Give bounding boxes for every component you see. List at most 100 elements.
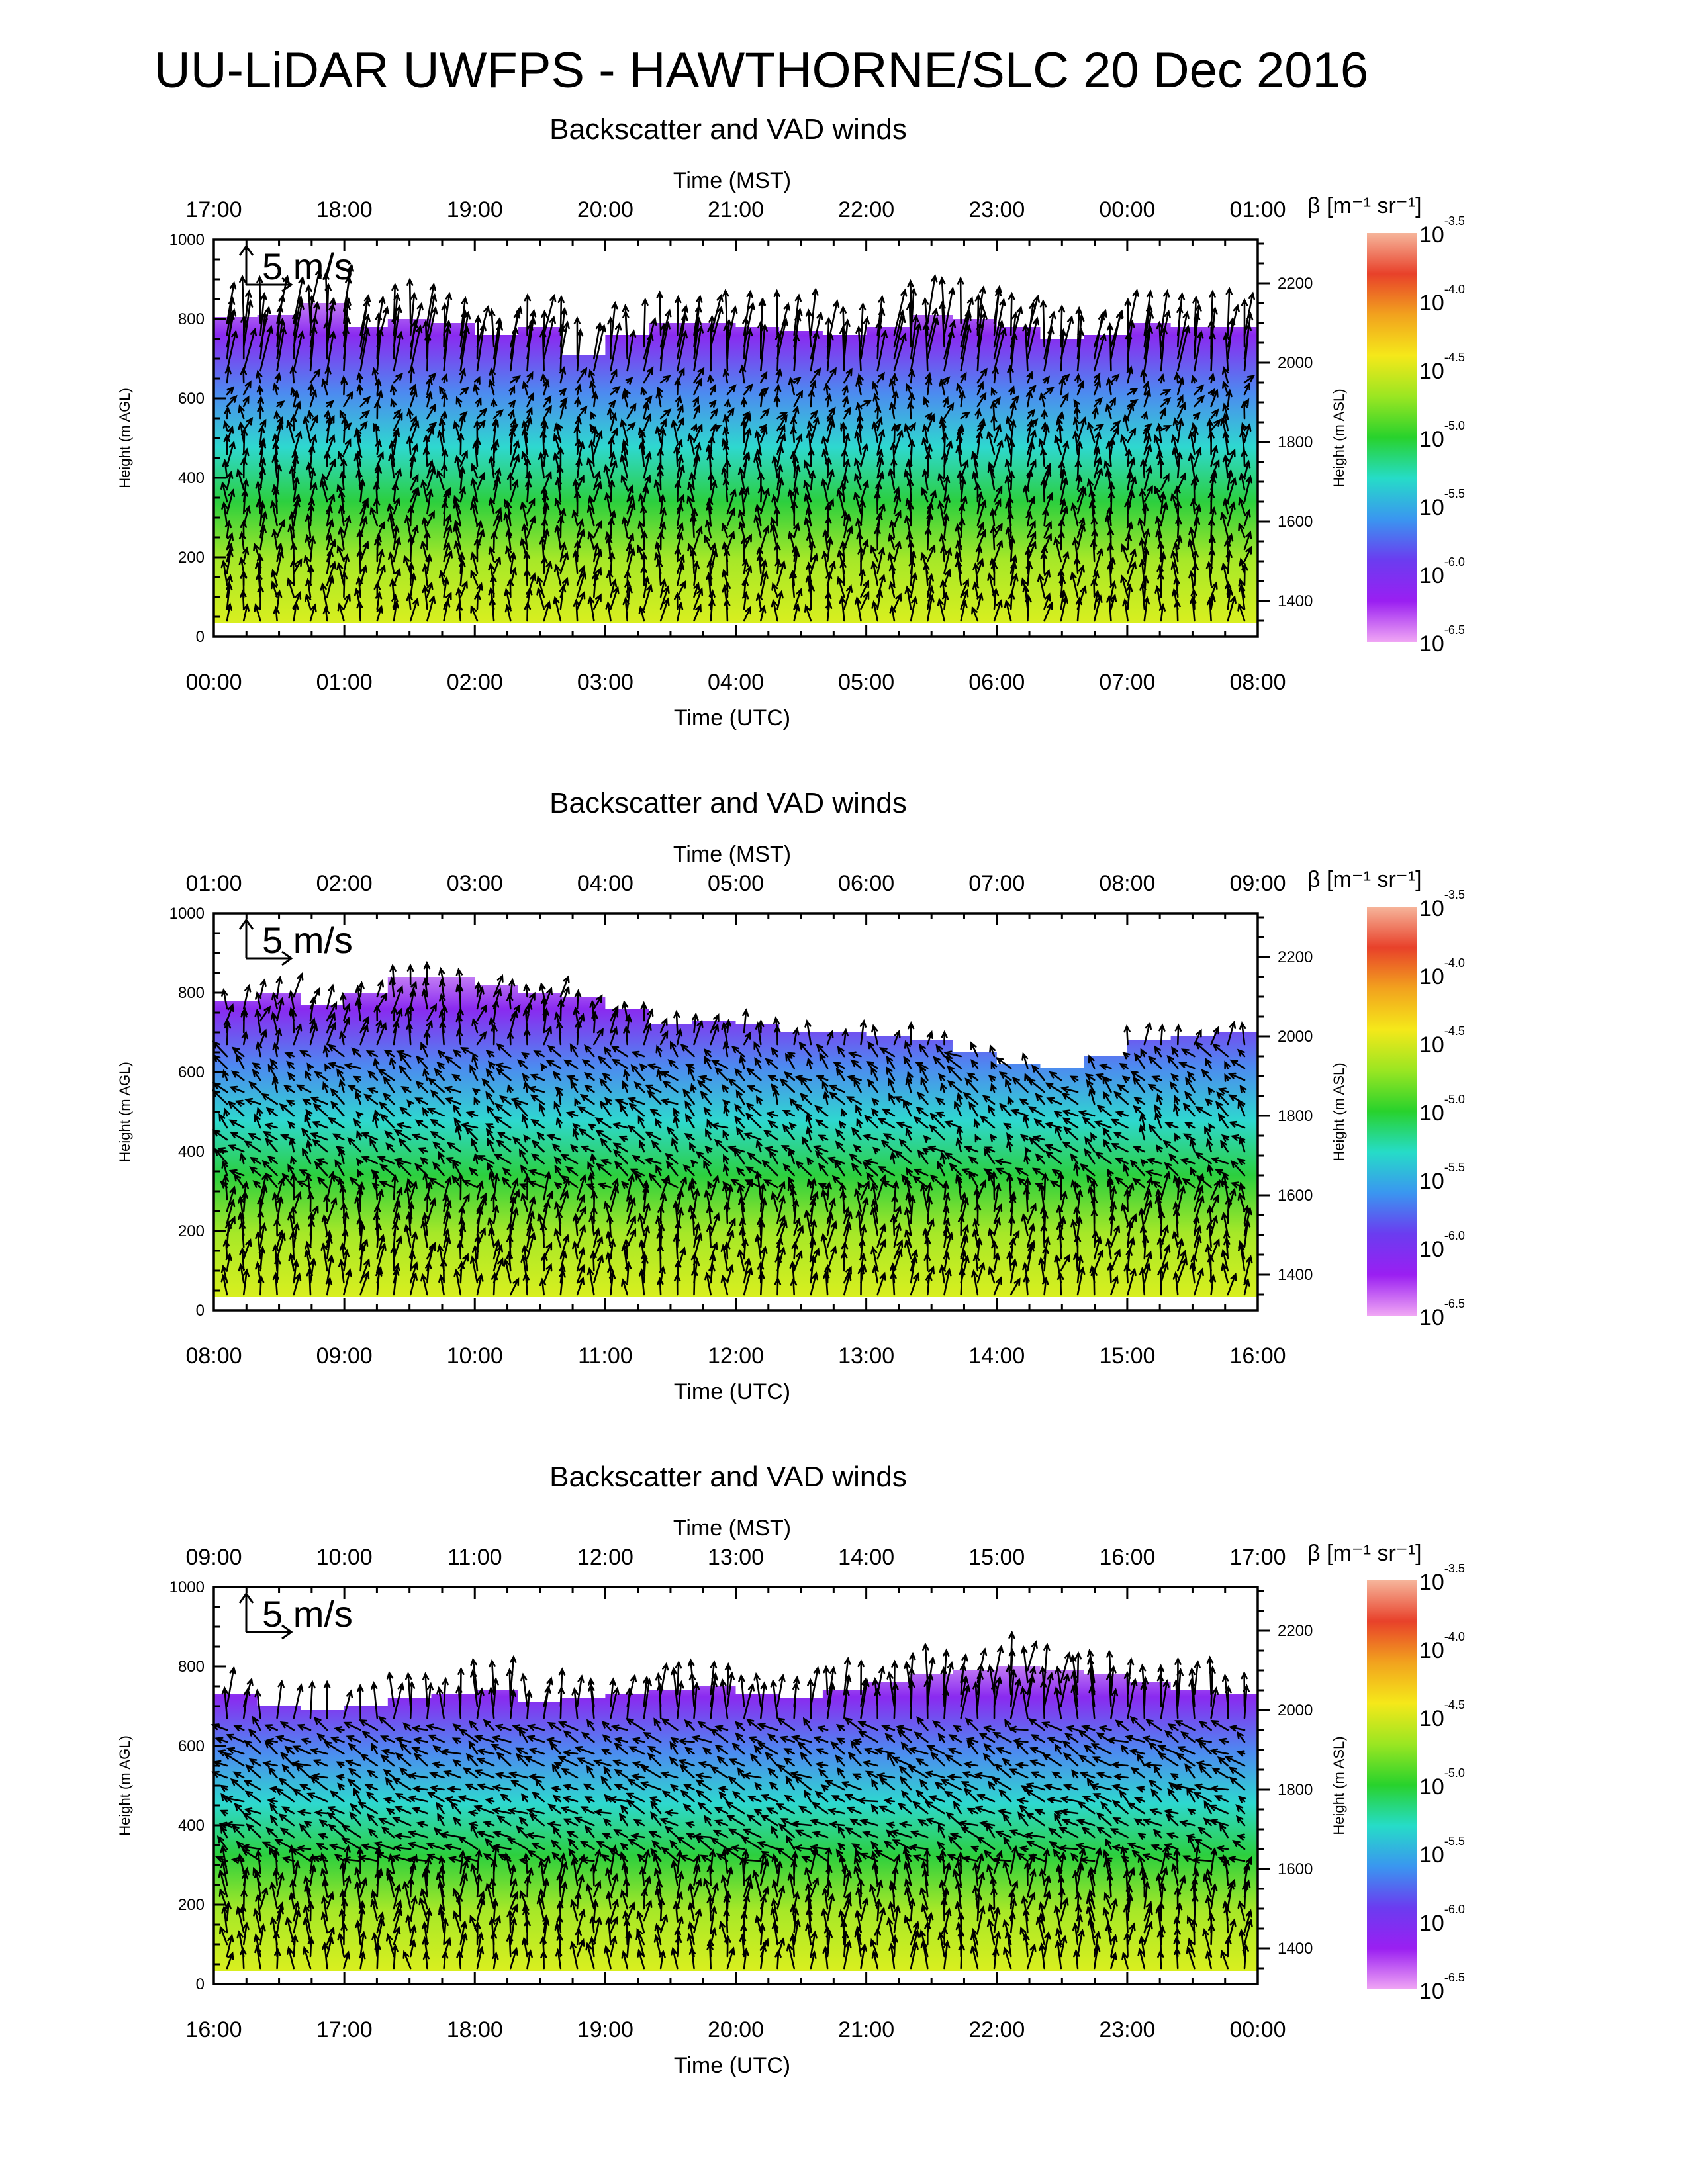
wind-arrow — [581, 1059, 595, 1069]
wind-arrow — [939, 276, 946, 324]
wind-arrow — [855, 518, 863, 539]
wind-arrow — [220, 1792, 228, 1803]
wind-arrow — [553, 1228, 562, 1248]
wind-arrow — [563, 1730, 579, 1743]
wind-arrow — [326, 1254, 334, 1284]
wind-arrow — [804, 1789, 812, 1803]
wind-arrow — [303, 1874, 312, 1898]
wind-arrow — [870, 1850, 878, 1874]
wind-arrow — [620, 1181, 629, 1189]
wind-arrow — [943, 494, 951, 515]
wind-arrow — [235, 1053, 245, 1069]
wind-arrow — [1227, 477, 1237, 503]
wind-arrow — [1119, 1790, 1129, 1803]
wind-arrow — [226, 532, 234, 551]
colorbar-tick-label: 10-5.0 — [1419, 419, 1465, 452]
wind-arrow — [943, 547, 953, 574]
wind-arrow — [1210, 1179, 1221, 1201]
y-right-tick-label: 2200 — [1278, 1622, 1313, 1640]
wind-arrow — [659, 1662, 669, 1696]
wind-arrow — [285, 1916, 295, 1946]
wind-arrow — [643, 1023, 652, 1046]
wind-arrow — [226, 330, 238, 372]
wind-arrow — [336, 561, 345, 586]
wind-arrow — [836, 488, 845, 515]
wind-arrow — [426, 306, 438, 348]
wind-arrow — [520, 1164, 528, 1177]
top-tick-label: 07:00 — [968, 871, 1025, 896]
wind-arrow — [1009, 1880, 1019, 1898]
wind-arrow — [407, 1841, 428, 1850]
wind-arrow — [589, 380, 596, 396]
y-right-tick-label: 2200 — [1278, 275, 1313, 293]
wind-arrow — [346, 1735, 361, 1743]
wind-arrow — [1062, 1784, 1079, 1791]
wind-arrow — [476, 1757, 495, 1767]
wind-arrow — [614, 1784, 628, 1791]
wind-arrow — [383, 1797, 395, 1804]
wind-arrow — [455, 1124, 462, 1141]
wind-arrow — [1127, 399, 1139, 408]
wind-arrow — [1060, 440, 1070, 467]
wind-arrow — [622, 1000, 629, 1022]
wind-arrow — [742, 411, 751, 420]
wind-arrow — [993, 1676, 1002, 1707]
wind-arrow — [1130, 1766, 1146, 1779]
colorbar-tick-label: 10-4.5 — [1419, 351, 1465, 384]
wind-arrow — [886, 1055, 896, 1069]
wind-arrow — [843, 584, 853, 610]
wind-arrow — [1043, 462, 1051, 479]
wind-arrow — [232, 1771, 245, 1779]
wind-arrow — [626, 1215, 636, 1236]
wind-arrow — [684, 1747, 695, 1755]
wind-arrow — [267, 1797, 278, 1805]
wind-arrow — [743, 1257, 751, 1284]
wind-arrow — [647, 1063, 662, 1070]
wind-arrow — [1120, 1744, 1129, 1755]
wind-arrow — [1191, 375, 1198, 384]
wind-arrow — [284, 1745, 295, 1755]
top-tick-label: 15:00 — [968, 1545, 1025, 1570]
wind-arrow — [553, 433, 562, 455]
wind-arrow — [369, 1137, 379, 1153]
wind-arrow — [1024, 1789, 1045, 1803]
wind-arrow — [1241, 422, 1248, 432]
wind-arrow — [496, 1068, 512, 1081]
wind-arrow — [989, 1044, 996, 1058]
y-tick-label: 400 — [178, 1817, 205, 1835]
wind-arrow — [326, 296, 336, 336]
wind-arrow — [272, 1243, 279, 1272]
wind-arrow — [1015, 1762, 1029, 1769]
wind-arrow — [1107, 1168, 1114, 1177]
wind-arrow — [692, 1012, 699, 1034]
wind-arrow — [470, 1657, 479, 1696]
wind-arrow — [492, 1915, 501, 1934]
wind-arrow — [321, 378, 328, 396]
wind-arrow — [677, 1680, 684, 1719]
wind-arrow — [303, 415, 312, 443]
wind-arrow — [538, 1103, 545, 1117]
wind-arrow — [886, 1670, 896, 1707]
wind-arrow — [776, 1673, 786, 1707]
wind-arrow — [1078, 1754, 1096, 1767]
wind-arrow — [334, 1726, 345, 1733]
wind-arrow — [1146, 1158, 1162, 1165]
wind-arrow — [1243, 1277, 1250, 1296]
wind-arrow — [890, 372, 898, 384]
wind-arrow — [823, 1090, 830, 1105]
wind-arrow — [1230, 1134, 1246, 1142]
wind-arrow — [606, 569, 614, 586]
wind-arrow — [454, 454, 462, 479]
wind-arrow — [307, 382, 315, 396]
colorbar-tick-label: 10-5.5 — [1419, 1835, 1465, 1868]
wind-arrow — [610, 586, 620, 610]
wind-arrow — [404, 1007, 412, 1034]
wind-arrow — [702, 1747, 712, 1755]
wind-arrow — [355, 1158, 364, 1166]
wind-arrow — [866, 1171, 878, 1189]
wind-arrow — [317, 1833, 328, 1840]
wind-arrow — [244, 1739, 261, 1755]
wind-arrow — [443, 1199, 452, 1224]
wind-arrow — [376, 306, 389, 348]
wind-arrow — [738, 521, 745, 539]
